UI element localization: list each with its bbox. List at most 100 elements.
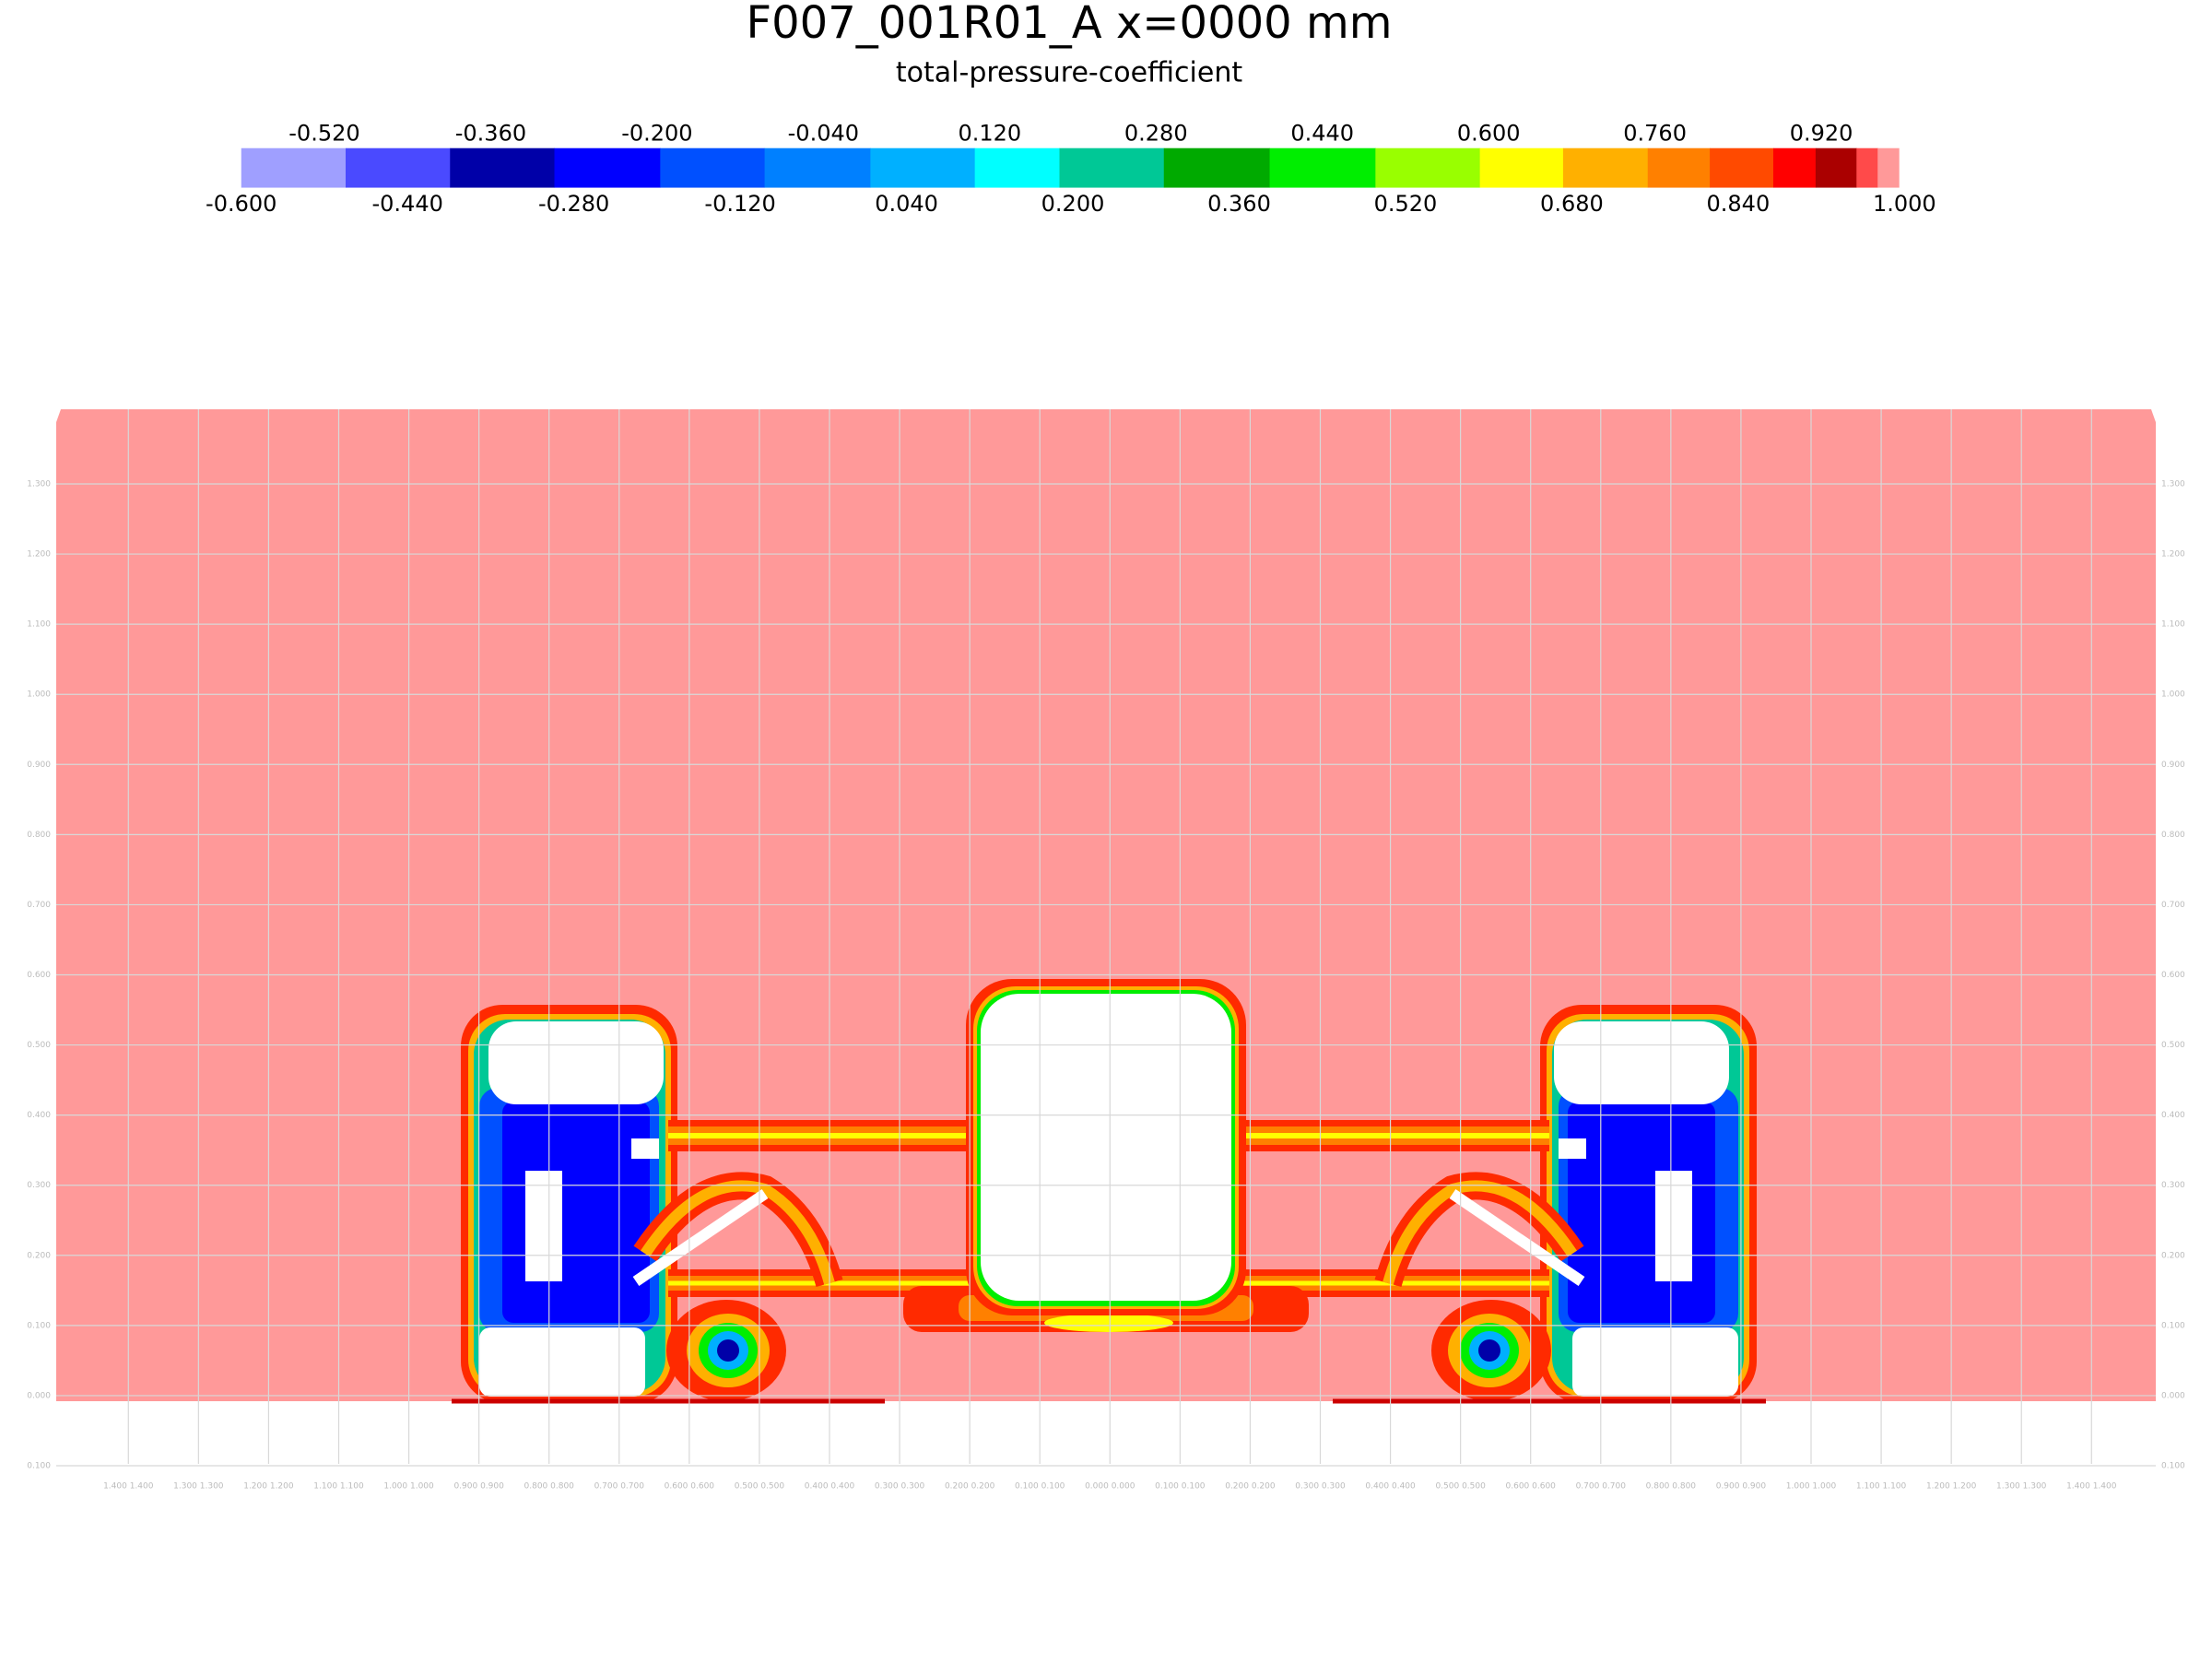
colorbar-band	[241, 147, 347, 188]
colorbar-band	[1856, 147, 1878, 188]
vortex	[666, 1300, 786, 1401]
colorbar-band	[764, 147, 871, 188]
x-tick-label: 0.900 0.900	[453, 1482, 504, 1492]
colorbar-label: 0.680	[1540, 191, 1604, 217]
x-tick-label: 1.400 1.400	[2066, 1482, 2117, 1492]
colorbar-band	[1562, 147, 1649, 188]
push-rod	[631, 1138, 843, 1288]
y-tick-label: 0.600	[2161, 971, 2185, 980]
colorbar-band	[1269, 147, 1376, 188]
x-tick-label: 0.500 0.500	[735, 1482, 785, 1492]
colorbar-band	[1647, 147, 1711, 188]
x-tick-label: 0.700 0.700	[1576, 1482, 1627, 1492]
colorbar-label: 0.120	[958, 120, 1021, 146]
x-tick-label: 0.600 0.600	[1506, 1482, 1557, 1492]
y-tick-label: 0.000	[27, 1391, 51, 1400]
x-tick-label: 0.200 0.200	[1225, 1482, 1276, 1492]
colorbar-band	[1163, 147, 1271, 188]
colorbar-label: -0.440	[372, 191, 443, 217]
colorbar-band	[1479, 147, 1564, 188]
body	[966, 979, 1246, 1315]
wheel-solid	[525, 1171, 562, 1281]
y-tick-label: 0.300	[27, 1181, 51, 1190]
y-tick-label: 0.800	[27, 831, 51, 840]
x-tick-label: 0.700 0.700	[594, 1482, 645, 1492]
y-tick-label: 0.900	[2161, 761, 2185, 770]
colorbar-band	[1772, 147, 1817, 188]
subtitle: total-pressure-coefficient	[896, 57, 1242, 89]
y-tick-label: 1.200	[27, 550, 51, 560]
x-tick-label: 1.100 1.100	[313, 1482, 364, 1492]
y-tick-label: 0.100	[27, 1462, 51, 1471]
x-tick-label: 0.200 0.200	[945, 1482, 995, 1492]
y-tick-label: 1.200	[2161, 550, 2185, 560]
y-tick-label: 0.500	[27, 1041, 51, 1050]
colorbar-band	[1710, 147, 1774, 188]
x-tick-label: 1.300 1.300	[1996, 1482, 2047, 1492]
colorbar-label: -0.200	[621, 120, 692, 146]
y-tick-label: 0.400	[27, 1111, 51, 1120]
x-tick-label: 1.000 1.000	[383, 1482, 434, 1492]
colorbar-label: 0.600	[1457, 120, 1521, 146]
x-tick-label: 0.400 0.400	[805, 1482, 855, 1492]
y-tick-label: 0.600	[27, 971, 51, 980]
x-tick-label: 0.800 0.800	[1646, 1482, 1697, 1492]
colorbar-label: 1.000	[1873, 191, 1936, 217]
colorbar-label: 0.760	[1623, 120, 1687, 146]
y-tick-label: 1.000	[27, 690, 51, 700]
colorbar-band	[1877, 147, 1900, 188]
y-tick-label: 0.100	[27, 1321, 51, 1330]
wheel-solid	[479, 1327, 645, 1397]
y-tick-label: 1.300	[27, 480, 51, 489]
colorbar-band	[1375, 147, 1481, 188]
x-tick-label: 1.400 1.400	[103, 1482, 154, 1492]
colorbar-label: -0.520	[288, 120, 359, 146]
y-tick-label: 0.700	[2161, 901, 2185, 910]
colorbar-band	[346, 147, 451, 188]
colorbar-label: -0.600	[206, 191, 276, 217]
x-tick-label: 0.500 0.500	[1435, 1482, 1486, 1492]
x-tick-label: 1.000 1.000	[1786, 1482, 1837, 1492]
y-tick-label: 0.200	[2161, 1251, 2185, 1260]
colorbar-label: 0.840	[1707, 191, 1771, 217]
y-tick-label: 0.200	[27, 1251, 51, 1260]
y-tick-label: 0.000	[2161, 1391, 2185, 1400]
colorbar-band	[870, 147, 976, 188]
x-tick-label: 0.100 0.100	[1015, 1482, 1065, 1492]
colorbar-label: 0.520	[1374, 191, 1438, 217]
colorbar-label: -0.120	[704, 191, 775, 217]
title: F007_001R01_A x=0000 mm	[747, 0, 1393, 49]
y-tick-label: 1.000	[2161, 690, 2185, 700]
colorbar-label: 0.200	[1041, 191, 1105, 217]
colorbar-band	[1059, 147, 1165, 188]
x-tick-label: 0.400 0.400	[1365, 1482, 1416, 1492]
x-tick-label: 1.100 1.100	[1856, 1482, 1907, 1492]
x-tick-label: 0.900 0.900	[1716, 1482, 1767, 1492]
colorbar-label: -0.280	[538, 191, 609, 217]
colorbar-band	[554, 147, 661, 188]
x-tick-label: 0.300 0.300	[875, 1482, 925, 1492]
x-tick-label: 0.800 0.800	[524, 1482, 575, 1492]
colorbar-label: 0.360	[1207, 191, 1271, 217]
x-tick-label: 0.300 0.300	[1295, 1482, 1346, 1492]
y-tick-label: 0.500	[2161, 1041, 2185, 1050]
x-tick-label: 1.200 1.200	[243, 1482, 294, 1492]
y-tick-label: 0.300	[2161, 1181, 2185, 1190]
y-tick-label: 0.100	[2161, 1321, 2185, 1330]
y-tick-label: 1.100	[2161, 620, 2185, 630]
y-tick-label: 0.100	[2161, 1462, 2185, 1471]
colorbar-label: -0.360	[455, 120, 526, 146]
colorbar-label: 0.440	[1290, 120, 1354, 146]
colorbar: -0.600 -0.440 -0.280 -0.120 0.040 0.200 0.360 0…	[206, 120, 1936, 217]
x-tick-label: 0.600 0.600	[665, 1482, 715, 1492]
colorbar-label: 0.280	[1124, 120, 1188, 146]
colorbar-label: 0.040	[875, 191, 938, 217]
colorbar-band	[660, 147, 766, 188]
wheel-solid	[488, 1021, 664, 1104]
y-tick-label: 0.800	[2161, 831, 2185, 840]
x-tick-label: 0.000 0.000	[1085, 1482, 1135, 1492]
y-tick-label: 0.400	[2161, 1111, 2185, 1120]
x-tick-label: 1.300 1.300	[173, 1482, 224, 1492]
